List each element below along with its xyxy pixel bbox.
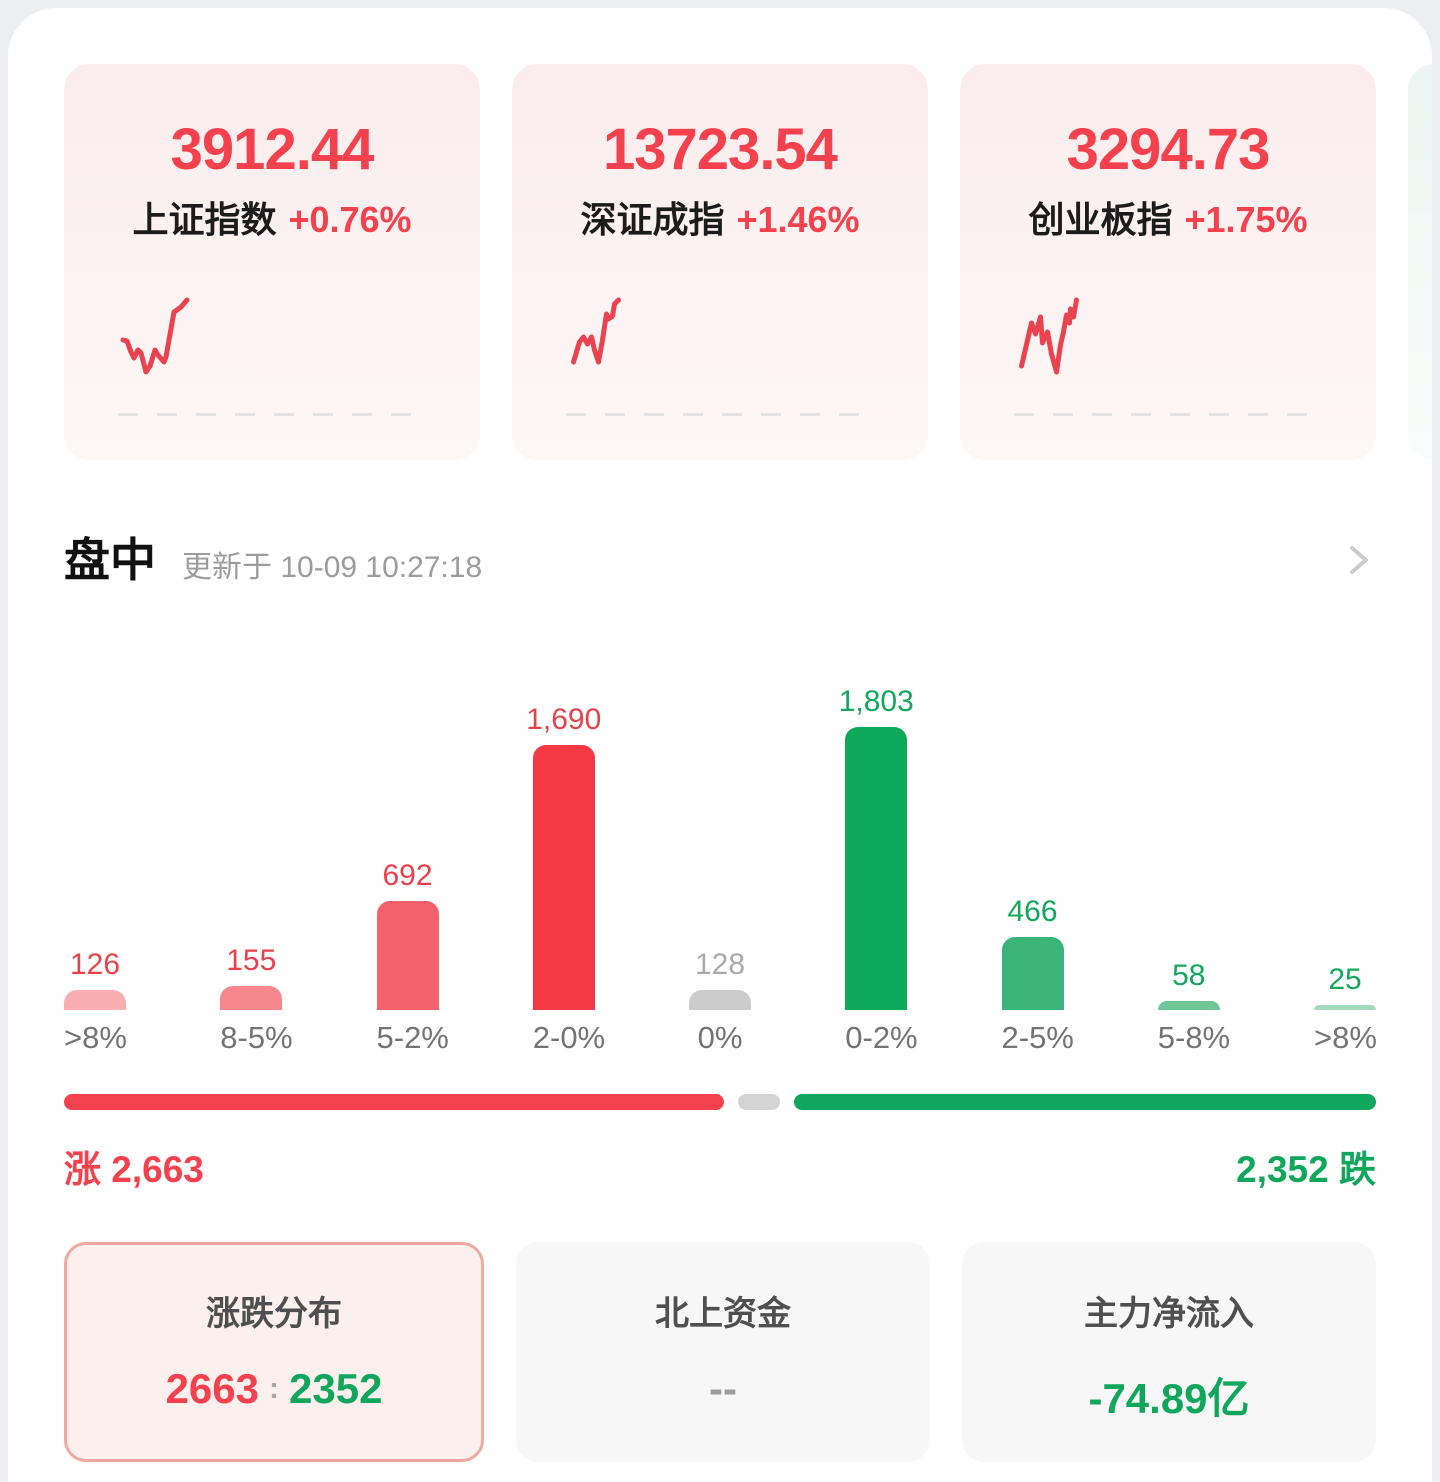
index-value: 3294.73 [1066, 117, 1271, 182]
bar [220, 986, 283, 1010]
ratio-separator: : [269, 1372, 279, 1405]
bar-value-label: 128 [694, 948, 746, 981]
bar-category-label: 2-5% [1001, 1020, 1074, 1055]
metric-title: 涨跌分布 [206, 1295, 342, 1333]
index-card-shanghai[interactable]: 3912.44 上证指数 +0.76% [64, 64, 480, 460]
baseline-dashed [1014, 413, 1322, 416]
bar-column: 126 [64, 948, 126, 1010]
index-value: 13723.54 [603, 117, 838, 182]
metric-cards-row: 涨跌分布 2663 : 2352 北上资金 -- 主力净流入 -74.89亿 [8, 1242, 1432, 1462]
bar-value-label: 692 [382, 859, 433, 892]
section-title: 盘中 [64, 534, 156, 586]
index-card-shenzhen[interactable]: 13723.54 深证成指 +1.46% [512, 64, 928, 460]
index-cards-row: 3912.44 上证指数 +0.76% 13723.54 深证成指 +1.46% [8, 64, 1432, 460]
bar-category-label: 5-2% [376, 1020, 449, 1055]
up-count: 2663 [165, 1365, 259, 1412]
bar-value-label: 126 [69, 948, 121, 981]
baseline-dashed [566, 413, 874, 416]
advancers-count: 涨 2,663 [64, 1149, 204, 1190]
intraday-section-header[interactable]: 盘中 更新于 10-09 10:27:18 [8, 532, 1432, 588]
market-panel: 3912.44 上证指数 +0.76% 13723.54 深证成指 +1.46% [8, 8, 1432, 1482]
bar [845, 727, 908, 1010]
bar-category-label: 5-8% [1157, 1020, 1231, 1055]
bar [64, 990, 126, 1010]
index-name: 深证成指 [580, 199, 725, 240]
up-segment [64, 1094, 724, 1110]
index-card-chinext[interactable]: 3294.73 创业板指 +1.75% [960, 64, 1376, 460]
bar-column: 155 [220, 944, 283, 1010]
decliners-count: 2,352 跌 [1236, 1149, 1376, 1190]
index-card-partial[interactable] [1408, 64, 1432, 460]
bar-column: 466 [1001, 895, 1064, 1010]
bar-value-label: 466 [1007, 895, 1058, 928]
distribution-chart-categories: >8% 8-5% 5-2% 2-0% 0% 0-2% 2-5% 5-8% >8% [8, 1020, 1432, 1056]
baseline-dashed [118, 413, 426, 416]
bar-column: 58 [1157, 959, 1220, 1010]
tab-northbound-funds[interactable]: 北上资金 -- [516, 1242, 930, 1462]
metric-value: -- [709, 1365, 737, 1412]
bar [689, 990, 751, 1010]
bar-category-label: >8% [1314, 1020, 1377, 1055]
index-name: 上证指数 [132, 199, 277, 240]
down-count: 2352 [289, 1365, 383, 1412]
bar-category-label: 0% [697, 1020, 743, 1055]
metric-value: -74.89亿 [1088, 1375, 1250, 1422]
bar-column: 1,803 [839, 685, 914, 1010]
tab-main-net-inflow[interactable]: 主力净流入 -74.89亿 [962, 1242, 1376, 1462]
bar-column: 1,690 [526, 703, 601, 1010]
updated-timestamp: 更新于 10-09 10:27:18 [182, 551, 483, 584]
bar-category-label: 2-0% [532, 1020, 606, 1055]
index-change: +1.46% [736, 199, 860, 240]
bar-category-label: 8-5% [220, 1020, 293, 1055]
metric-title: 主力净流入 [1084, 1295, 1254, 1333]
bar [1314, 1005, 1376, 1010]
metric-value: 2663 : 2352 [166, 1365, 383, 1413]
index-change: +1.75% [1184, 199, 1308, 240]
chevron-right-icon[interactable] [1340, 542, 1376, 578]
bar-value-label: 155 [226, 944, 277, 977]
sparkline-icon [120, 297, 190, 375]
bar-value-label: 1,803 [838, 685, 914, 718]
distribution-chart: 126 155 692 1,690 128 1,803 466 58 25 [8, 680, 1432, 1010]
index-change: +0.76% [288, 199, 412, 240]
tab-distribution[interactable]: 涨跌分布 2663 : 2352 [64, 1242, 484, 1462]
bar [532, 745, 595, 1010]
bar-category-label: >8% [64, 1020, 127, 1055]
bar [1001, 937, 1064, 1010]
bar-value-label: 25 [1328, 963, 1362, 996]
bar-column: 128 [689, 948, 751, 1010]
bar-value-label: 58 [1172, 959, 1206, 992]
index-value: 3912.44 [170, 117, 375, 182]
sparkline-icon [571, 297, 621, 365]
advance-decline-bar [64, 1094, 1376, 1110]
metric-title: 北上资金 [655, 1295, 791, 1333]
down-segment [793, 1094, 1376, 1110]
sparkline-icon [1019, 297, 1079, 375]
index-name: 创业板指 [1028, 199, 1173, 240]
bar-column: 692 [376, 859, 439, 1010]
bar-column: 25 [1314, 963, 1376, 1010]
bar-value-label: 1,690 [526, 703, 602, 736]
bar [1157, 1001, 1220, 1010]
bar-category-label: 0-2% [845, 1020, 918, 1055]
bar [376, 901, 439, 1010]
flat-segment [737, 1094, 780, 1110]
